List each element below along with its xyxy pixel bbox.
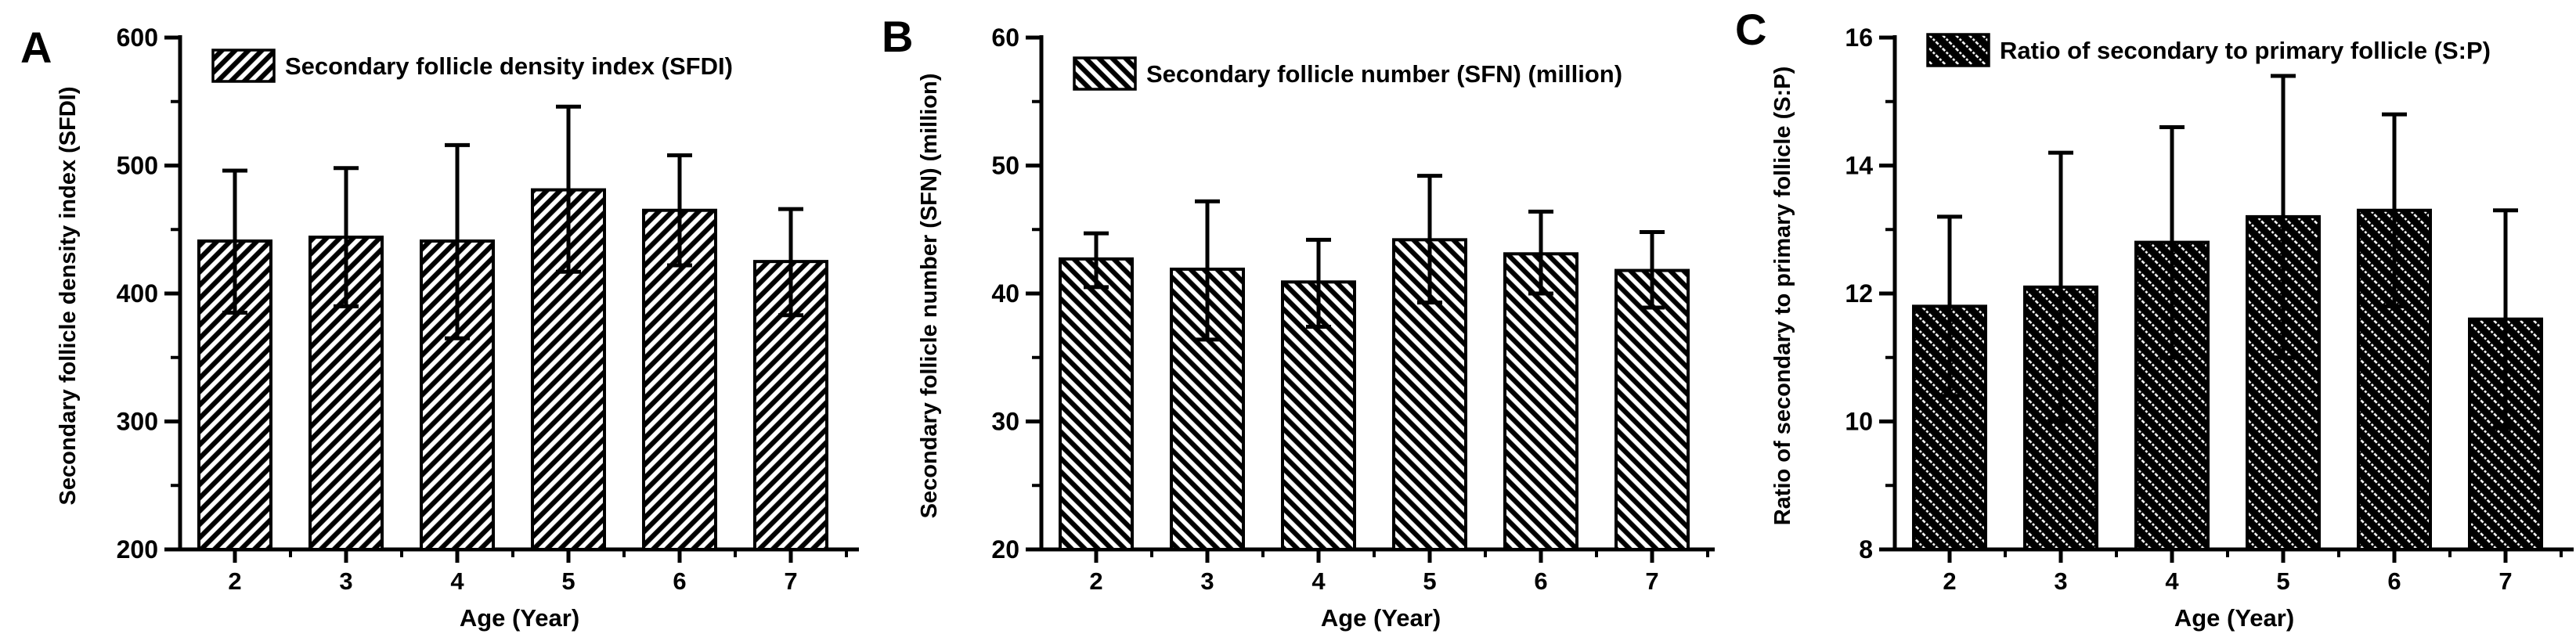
- panel-letter: C: [1735, 5, 1766, 54]
- error-bar-age-3: [334, 166, 359, 308]
- y-tick-label-14: 14: [1845, 152, 1873, 180]
- x-tick-label-2: 2: [228, 567, 241, 595]
- error-bar-age-7: [2493, 208, 2518, 430]
- bar-age-5: [1392, 238, 1467, 551]
- y-tick-label-30: 30: [991, 408, 1019, 436]
- y-tick-label-8: 8: [1859, 535, 1873, 564]
- x-tick-label-2: 2: [1089, 567, 1102, 595]
- y-tick-label-400: 400: [117, 279, 158, 308]
- y-axis-title: Secondary follicle density index (SFDI): [56, 86, 81, 505]
- error-bar-age-5: [1417, 174, 1442, 304]
- x-axis-title: Age (Year): [1321, 604, 1441, 632]
- error-bar-age-3: [2048, 150, 2073, 423]
- legend-swatch: [1073, 56, 1137, 91]
- x-tick-label-4: 4: [450, 567, 464, 595]
- x-tick-label-3: 3: [339, 567, 352, 595]
- x-tick-label-7: 7: [1645, 567, 1658, 595]
- panel-letter: B: [882, 12, 913, 61]
- y-tick-label-12: 12: [1845, 279, 1873, 308]
- x-tick-label-5: 5: [1423, 567, 1436, 595]
- y-tick-label-60: 60: [991, 23, 1019, 52]
- y-tick-label-16: 16: [1845, 23, 1873, 52]
- panel-letter: A: [20, 23, 52, 72]
- bar-age-2: [1059, 257, 1134, 551]
- x-tick-label-3: 3: [1200, 567, 1214, 595]
- legend-swatch: [211, 49, 276, 83]
- panel-c: C Ratio of secondary to primary follicle …: [1715, 0, 2576, 641]
- x-tick-label-7: 7: [2498, 567, 2512, 595]
- x-tick-label-6: 6: [1534, 567, 1547, 595]
- y-tick-label-200: 200: [117, 535, 158, 564]
- x-axis-title: Age (Year): [460, 604, 579, 632]
- legend: Ratio of secondary to primary follicle (…: [1926, 33, 2491, 67]
- error-bar-age-6: [1528, 209, 1553, 296]
- y-tick-label-50: 50: [991, 152, 1019, 180]
- error-bar-age-5: [556, 104, 581, 274]
- y-tick-label-20: 20: [991, 535, 1019, 564]
- y-tick-label-40: 40: [991, 279, 1019, 308]
- error-bar-age-4: [445, 142, 470, 340]
- panel-b: B Secondary follicle number (SFN) (millio…: [861, 0, 1715, 641]
- x-tick-label-6: 6: [673, 567, 686, 595]
- legend-label: Ratio of secondary to primary follicle (…: [2000, 37, 2491, 64]
- x-tick-label-3: 3: [2054, 567, 2067, 595]
- legend: Secondary follicle number (SFN) (million…: [1073, 56, 1622, 91]
- x-tick-label-4: 4: [1311, 567, 1326, 595]
- error-bar-age-2: [1084, 231, 1109, 290]
- legend-label: Secondary follicle density index (SFDI): [285, 52, 733, 80]
- error-bar-age-5: [2271, 74, 2296, 360]
- bar-age-7: [1615, 268, 1690, 551]
- error-bar-age-4: [1306, 237, 1331, 330]
- legend-label: Secondary follicle number (SFN) (million…: [1146, 60, 1622, 88]
- x-tick-label-6: 6: [2387, 567, 2401, 595]
- error-bar-age-2: [1937, 214, 1962, 398]
- x-tick-label-7: 7: [784, 567, 797, 595]
- bar-age-6: [642, 208, 717, 551]
- x-tick-label-5: 5: [2276, 567, 2289, 595]
- error-bar-age-4: [2159, 124, 2185, 360]
- y-axis-title: Ratio of secondary to primary follicle (…: [1770, 67, 1795, 526]
- panel-a: A Secondary follicle density index (SFDI)…: [0, 0, 861, 641]
- x-tick-label-2: 2: [1943, 567, 1956, 595]
- y-tick-label-500: 500: [117, 152, 158, 180]
- error-bar-age-3: [1195, 199, 1220, 342]
- x-tick-label-5: 5: [561, 567, 575, 595]
- x-tick-label-4: 4: [2165, 567, 2179, 595]
- y-tick-label-600: 600: [117, 23, 158, 52]
- bar-age-6: [1503, 252, 1578, 551]
- y-tick-label-300: 300: [117, 408, 158, 436]
- y-tick-label-10: 10: [1845, 408, 1873, 436]
- error-bar-age-2: [222, 168, 247, 315]
- legend: Secondary follicle density index (SFDI): [211, 49, 733, 83]
- x-axis-title: Age (Year): [2174, 604, 2294, 632]
- error-bar-age-6: [667, 153, 692, 268]
- error-bar-age-7: [1640, 230, 1665, 310]
- error-bar-age-6: [2382, 112, 2407, 308]
- legend-swatch: [1926, 33, 1990, 67]
- error-bar-age-7: [778, 207, 803, 318]
- y-axis-title: Secondary follicle number (SFN) (million…: [917, 74, 942, 519]
